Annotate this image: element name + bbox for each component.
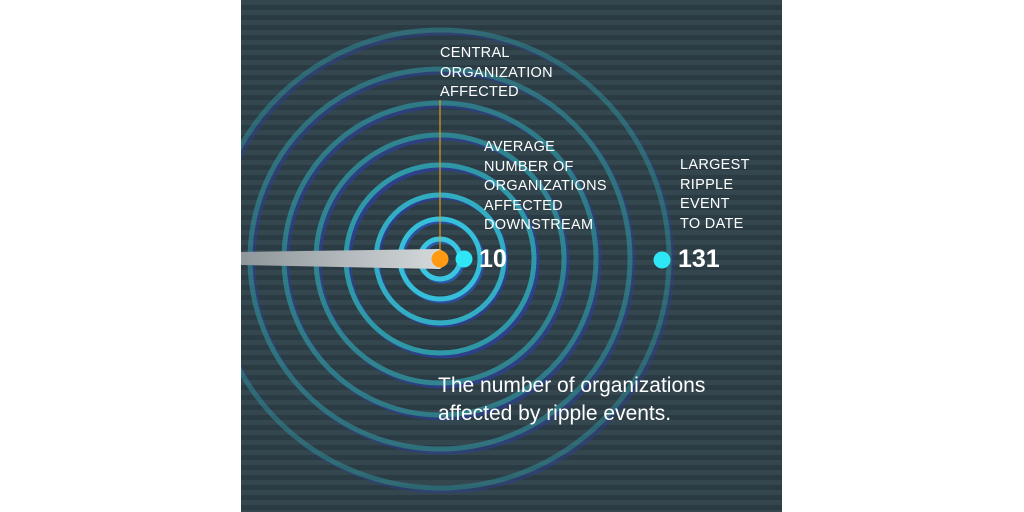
caption-line: The number of organizations bbox=[438, 374, 706, 397]
caption: The number of organizations affected by … bbox=[438, 372, 705, 428]
central-label-line: CENTRAL bbox=[440, 45, 510, 61]
average-label-line: AFFECTED bbox=[484, 197, 563, 214]
central-label-line: AFFECTED bbox=[440, 84, 519, 100]
average-label-line: AVERAGE bbox=[484, 139, 556, 155]
largest-ripple-value: 131 bbox=[678, 245, 720, 273]
average-label-line: NUMBER OF bbox=[484, 158, 574, 175]
average-downstream-dot bbox=[455, 250, 473, 268]
ripple-rings-graphic bbox=[241, 27, 675, 494]
central-label-line: ORGANIZATION bbox=[440, 64, 553, 81]
average-downstream-value: 10 bbox=[479, 245, 507, 273]
average-label-line: DOWNSTREAM bbox=[484, 217, 594, 233]
largest-event-dot bbox=[653, 251, 671, 269]
largest-label-line: TO DATE bbox=[680, 215, 744, 232]
largest-label-line: EVENT bbox=[680, 196, 730, 212]
caption-line: affected by ripple events. bbox=[438, 402, 672, 425]
ripple-infographic-panel: CENTRAL ORGANIZATION AFFECTED AVERAGE NU… bbox=[241, 0, 782, 512]
average-label-line: ORGANIZATIONS bbox=[484, 178, 607, 194]
largest-ripple-label: LARGEST RIPPLE EVENT TO DATE bbox=[680, 156, 750, 234]
central-organization-dot bbox=[431, 250, 449, 268]
largest-label-line: LARGEST bbox=[680, 157, 750, 173]
average-downstream-label: AVERAGE NUMBER OF ORGANIZATIONS AFFECTED… bbox=[484, 138, 607, 236]
largest-label-line: RIPPLE bbox=[680, 176, 734, 193]
central-organization-label: CENTRAL ORGANIZATION AFFECTED bbox=[440, 44, 553, 103]
comet-tail bbox=[241, 249, 446, 269]
